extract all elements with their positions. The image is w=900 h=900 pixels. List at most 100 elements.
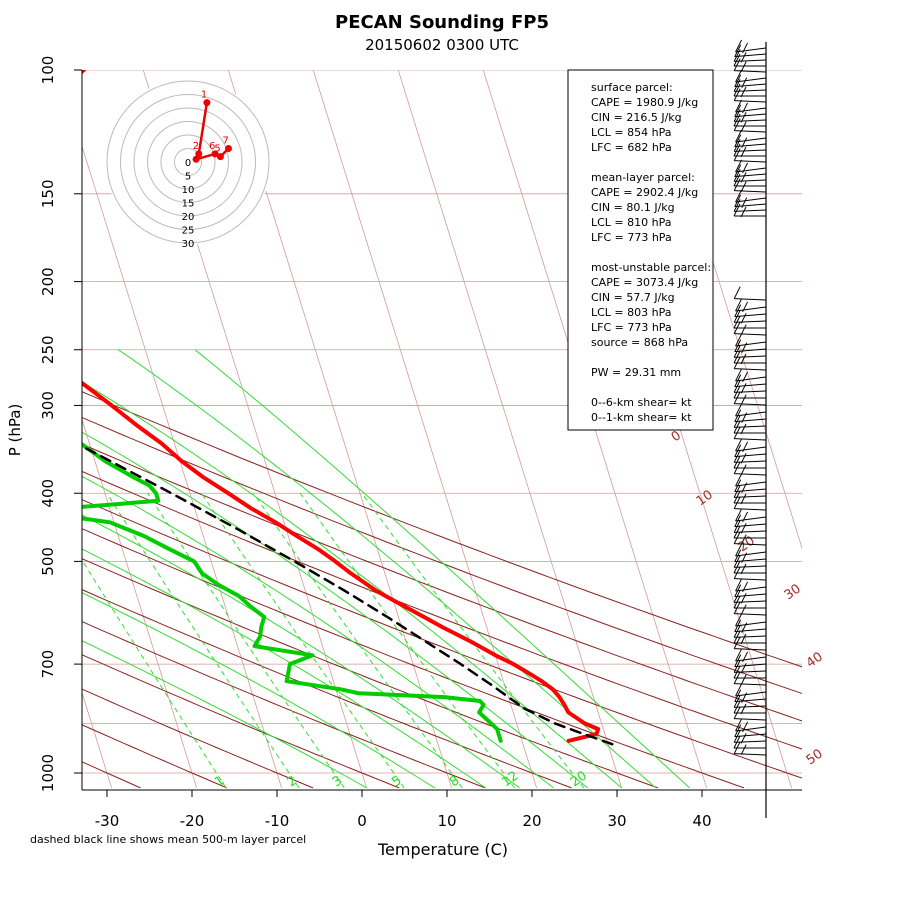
wind-barb-flag <box>733 420 741 434</box>
wind-barb-shaft <box>735 411 767 417</box>
wind-barb-flag <box>733 490 741 504</box>
wind-barb-flag <box>740 534 747 545</box>
wind-barb-flag <box>733 143 741 157</box>
hodograph-point-label: 2 <box>193 141 199 152</box>
wind-barb-flag <box>734 304 742 317</box>
wind-barb-flag <box>733 531 741 544</box>
wind-barb-flag <box>733 321 741 334</box>
wind-barb <box>733 671 767 686</box>
hodograph-ring-label: 5 <box>185 172 191 183</box>
hodograph-ring <box>106 80 270 244</box>
wind-barb-flag <box>740 146 747 158</box>
wind-barb-flag <box>741 342 748 353</box>
wind-barb <box>735 189 767 203</box>
stats-line: CAPE = 3073.4 J/kg <box>591 276 698 289</box>
wind-barb <box>733 356 767 371</box>
wind-barb <box>733 636 767 651</box>
wind-barb-flag <box>733 595 741 609</box>
wind-barb <box>735 159 767 174</box>
wind-barb-flag <box>733 735 741 749</box>
hodograph-ring-label: 30 <box>182 239 195 250</box>
wind-barb <box>734 74 767 88</box>
wind-barb-flag <box>742 581 749 593</box>
wind-barb <box>735 368 767 383</box>
dewpoint-profile <box>82 441 503 743</box>
wind-barb-flag <box>733 566 741 579</box>
wind-barb-flag <box>740 453 747 464</box>
wind-barb <box>733 173 766 187</box>
wind-barb <box>733 321 767 336</box>
wind-barb-shaft <box>734 578 767 581</box>
wind-barb-shaft <box>735 446 767 452</box>
wind-barb-flag <box>733 496 741 509</box>
wind-barb-shaft <box>734 298 767 301</box>
wind-barb-shaft <box>734 209 767 212</box>
wind-barb <box>733 310 767 324</box>
wind-barb <box>733 520 767 534</box>
wind-barb <box>733 88 767 103</box>
wind-barb-shaft <box>735 197 767 203</box>
x-tick-label: -30 <box>95 812 120 830</box>
stats-line: LCL = 803 hPa <box>591 306 672 319</box>
wind-barb-flag <box>733 485 741 498</box>
hodograph-ring-label: 10 <box>182 185 195 196</box>
wind-barb-flag <box>740 493 747 505</box>
wind-barb <box>735 473 767 487</box>
wind-barb <box>735 333 767 347</box>
wind-barb <box>733 700 766 715</box>
y-tick-label: 700 <box>39 650 57 679</box>
wind-barb <box>735 718 767 733</box>
wind-barb-flag <box>733 118 741 131</box>
wind-barb-shaft <box>735 341 767 347</box>
wind-barb <box>733 490 766 505</box>
wind-barb-shaft <box>734 70 767 73</box>
stats-line: most-unstable parcel: <box>591 261 711 274</box>
isotherm-line <box>82 418 198 789</box>
dry-adiabat <box>82 558 658 789</box>
hodograph-ring-label: 20 <box>182 212 195 223</box>
hodograph-point <box>225 145 232 152</box>
wind-barb-flag <box>735 438 743 452</box>
wind-barbs <box>733 39 767 818</box>
wind-barb <box>733 455 766 469</box>
wind-barb-shaft <box>734 495 767 498</box>
wind-barb-flag <box>740 112 747 123</box>
wind-barb-shaft <box>734 613 767 616</box>
wind-barb-shaft <box>734 173 767 178</box>
wind-barb-flag <box>742 102 749 114</box>
wind-barb <box>735 543 767 557</box>
x-tick-label: 40 <box>692 812 711 830</box>
wind-barb-flag <box>733 636 741 649</box>
wind-barb-flag <box>741 622 748 633</box>
wind-barb-shaft <box>734 368 767 371</box>
stats-line: source = 868 hPa <box>591 336 688 349</box>
wind-barb-flag <box>733 109 741 122</box>
hodograph-ring-label: 0 <box>185 158 191 169</box>
wind-barb-flag <box>740 206 747 218</box>
wind-barb-flag <box>733 199 741 212</box>
parcel-profile <box>82 445 614 746</box>
mixing-ratio-line <box>82 559 227 789</box>
wind-barb-flag <box>733 139 741 152</box>
wind-barb-flag <box>735 368 743 382</box>
wind-barb-flag <box>733 706 741 719</box>
wind-barb-flag <box>733 169 741 182</box>
stats-line: surface parcel: <box>591 81 673 94</box>
wind-barb-flag <box>735 718 743 732</box>
wind-barb <box>733 391 767 406</box>
wind-barb <box>733 630 766 645</box>
stats-line: CAPE = 1980.9 J/kg <box>591 96 698 109</box>
isotherm-line <box>397 70 623 789</box>
wind-barb-flag <box>733 178 741 191</box>
wind-barb-flag <box>741 692 748 703</box>
wind-barb-shaft <box>734 530 767 533</box>
wind-barb-flag <box>733 356 741 369</box>
wind-barb-flag <box>734 549 742 562</box>
dry-adiabat <box>82 499 802 779</box>
wind-barb-flag <box>733 310 741 323</box>
moist-adiabat <box>82 431 588 789</box>
wind-barb <box>733 113 766 127</box>
wind-barb-shaft <box>734 113 767 118</box>
wind-barb-flag <box>735 69 743 83</box>
